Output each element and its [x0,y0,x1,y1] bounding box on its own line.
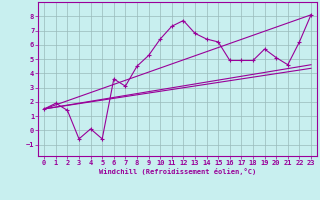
X-axis label: Windchill (Refroidissement éolien,°C): Windchill (Refroidissement éolien,°C) [99,168,256,175]
